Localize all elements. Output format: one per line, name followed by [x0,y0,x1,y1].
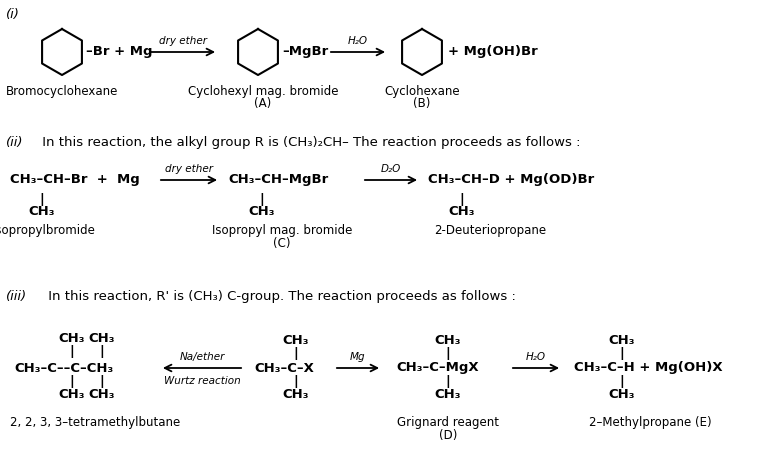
Text: Cyclohexane: Cyclohexane [384,85,460,98]
Text: Wurtz reaction: Wurtz reaction [163,376,241,386]
Text: |: | [445,375,451,388]
Text: H₂O: H₂O [348,36,368,46]
Text: CH₃–C–X: CH₃–C–X [254,362,314,375]
Text: (A): (A) [254,97,272,110]
Text: Na/ether: Na/ether [180,352,225,362]
Text: (ii): (ii) [6,136,24,149]
Text: CH₃–C–H + Mg(OH)X: CH₃–C–H + Mg(OH)X [574,362,723,375]
Text: |: | [460,193,465,206]
Text: |: | [293,375,299,388]
Text: D₂O: D₂O [381,164,401,174]
Text: |: | [620,347,624,359]
Text: CH₃: CH₃ [59,388,86,400]
Text: CH₃: CH₃ [609,334,635,347]
Text: Mg: Mg [350,352,366,362]
Text: Isopropyl mag. bromide: Isopropyl mag. bromide [212,224,352,237]
Text: CH₃: CH₃ [435,388,461,400]
Text: Isopropylbromide: Isopropylbromide [0,224,96,237]
Text: CH₃: CH₃ [283,388,309,400]
Text: CH₃: CH₃ [448,205,475,218]
Text: CH₃–CH–MgBr: CH₃–CH–MgBr [228,173,329,186]
Text: In this reaction, the alkyl group R is (CH₃)₂CH– The reaction proceeds as follow: In this reaction, the alkyl group R is (… [38,136,581,149]
Text: |: | [70,376,74,389]
Text: In this reaction, R' is (CH₃) C-group. The reaction proceeds as follows :: In this reaction, R' is (CH₃) C-group. T… [44,290,516,303]
Text: |: | [40,193,44,206]
Text: dry ether: dry ether [165,164,213,174]
Text: Grignard reagent: Grignard reagent [397,416,499,429]
Text: |: | [620,375,624,388]
Text: CH₃–C––C–CH₃: CH₃–C––C–CH₃ [14,362,113,375]
Text: + Mg(OH)Br: + Mg(OH)Br [448,46,538,59]
Text: CH₃: CH₃ [249,205,275,218]
Text: (C): (C) [274,237,291,250]
Text: (i): (i) [6,8,20,21]
Text: CH₃: CH₃ [89,388,115,400]
Text: –Br + Mg: –Br + Mg [86,46,153,59]
Text: |: | [260,193,264,206]
Text: (D): (D) [439,429,457,442]
Text: H₂O: H₂O [526,352,546,362]
Text: (iii): (iii) [6,290,28,303]
Text: 2-Deuteriopropane: 2-Deuteriopropane [434,224,546,237]
Text: |: | [99,376,105,389]
Text: dry ether: dry ether [159,36,207,46]
Text: CH₃: CH₃ [609,388,635,400]
Text: (B): (B) [413,97,431,110]
Text: Bromocyclohexane: Bromocyclohexane [6,85,118,98]
Text: CH₃: CH₃ [59,331,86,344]
Text: |: | [293,347,299,359]
Text: |: | [445,347,451,359]
Text: 2, 2, 3, 3–tetramethylbutane: 2, 2, 3, 3–tetramethylbutane [10,416,180,429]
Text: CH₃: CH₃ [283,334,309,347]
Text: CH₃: CH₃ [435,334,461,347]
Text: CH₃–CH–Br  +  Mg: CH₃–CH–Br + Mg [10,173,140,186]
Text: |: | [70,344,74,357]
Text: |: | [99,344,105,357]
Text: Cyclohexyl mag. bromide: Cyclohexyl mag. bromide [188,85,338,98]
Text: CH₃–C–MgX: CH₃–C–MgX [396,362,478,375]
Text: CH₃: CH₃ [89,331,115,344]
Text: CH₃: CH₃ [29,205,55,218]
Text: –MgBr: –MgBr [282,46,329,59]
Text: 2–Methylpropane (E): 2–Methylpropane (E) [589,416,711,429]
Text: CH₃–CH–D + Mg(OD)Br: CH₃–CH–D + Mg(OD)Br [428,173,594,186]
